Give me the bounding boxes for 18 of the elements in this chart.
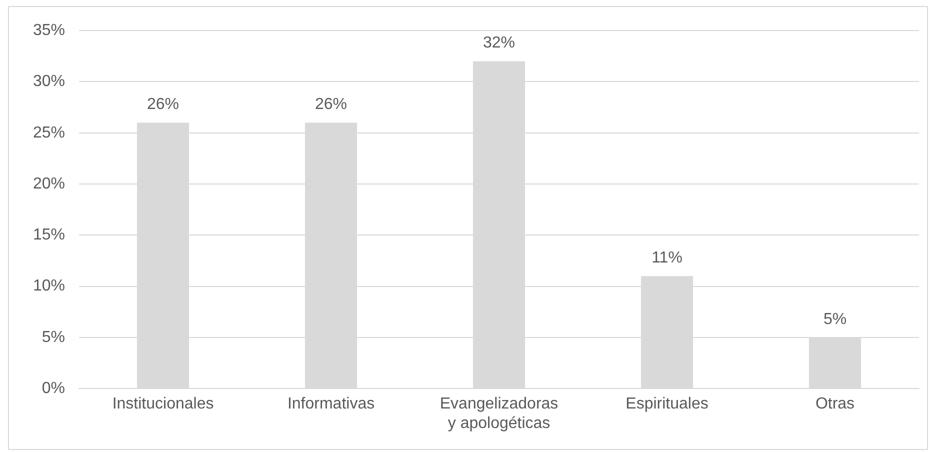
y-tick-label: 35% (32, 22, 66, 40)
y-tick-label: 25% (32, 124, 66, 142)
data-label: 26% (147, 96, 180, 114)
data-label: 11% (652, 249, 682, 266)
y-tick-label: 5% (42, 328, 66, 346)
x-tick-label: Informativas (287, 396, 375, 413)
x-tick-label: Otras (815, 396, 855, 413)
x-tick-label: Evangelizadoras y apologéticas (440, 396, 558, 432)
x-tick-label: Espirituales (626, 396, 708, 413)
y-tick-label: 15% (32, 226, 66, 244)
x-tick-label: Institucionales (112, 396, 214, 413)
y-tick-label: 10% (32, 278, 66, 295)
data-label: 26% (315, 96, 348, 114)
y-tick-label: 30% (32, 73, 66, 90)
y-tick-label: 0% (42, 380, 66, 398)
data-label: 5% (823, 310, 847, 328)
data-label: 32% (482, 34, 516, 52)
y-tick-label: 20% (32, 175, 66, 192)
